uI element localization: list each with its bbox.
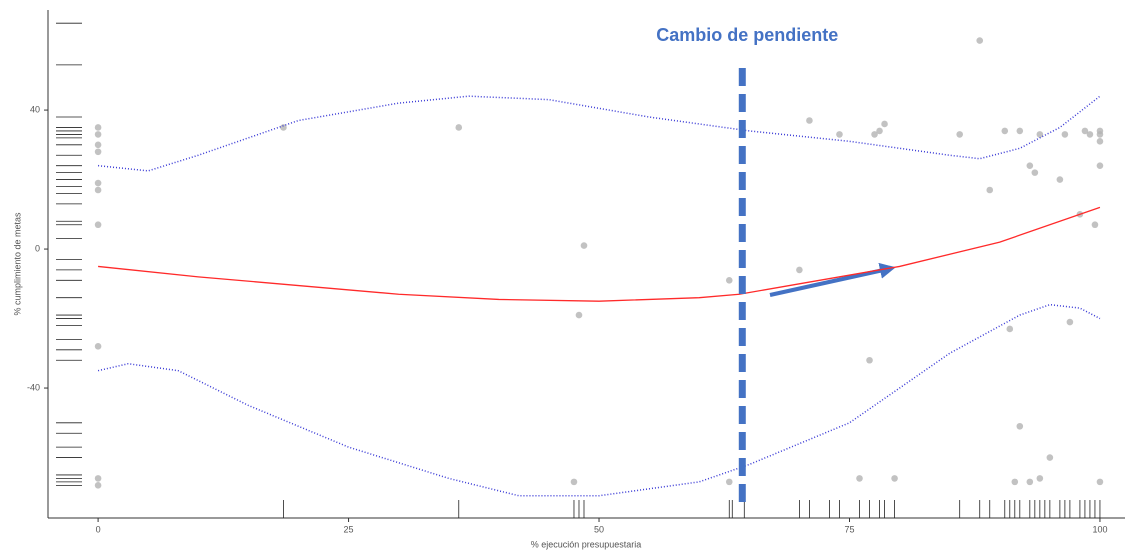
point — [986, 186, 994, 194]
y-tick-label: 40 — [30, 104, 40, 114]
y-tick-label: 0 — [35, 243, 40, 253]
point — [1031, 169, 1039, 176]
x-tick-label: 0 — [96, 524, 101, 534]
point — [1066, 318, 1074, 326]
point — [94, 343, 102, 350]
point — [94, 482, 102, 489]
point — [1036, 131, 1044, 138]
point — [1036, 475, 1044, 482]
point — [580, 242, 588, 249]
point — [1096, 162, 1104, 169]
fit-line — [98, 206, 1101, 302]
point — [796, 266, 803, 274]
point — [1046, 454, 1054, 461]
y-tick-label: -40 — [27, 382, 40, 392]
point — [1096, 478, 1104, 486]
point — [94, 475, 102, 482]
point — [1061, 131, 1069, 138]
point — [866, 356, 873, 364]
x-tick-label: 75 — [844, 524, 854, 534]
point — [1056, 176, 1064, 183]
ci-upper — [98, 95, 1101, 172]
point — [94, 179, 102, 187]
x-tick-label: 100 — [1092, 524, 1107, 534]
point — [1026, 478, 1034, 486]
point — [1016, 422, 1024, 430]
point — [1096, 131, 1104, 138]
point — [871, 131, 878, 138]
x-tick-label: 50 — [594, 524, 604, 534]
point — [94, 131, 102, 138]
point — [94, 124, 102, 131]
point — [1091, 221, 1099, 229]
y-axis-label: % cumplimiento de metas — [12, 212, 22, 316]
point — [806, 117, 813, 124]
point — [976, 37, 984, 44]
annotation-text: Cambio de pendiente — [656, 25, 838, 45]
point — [856, 475, 863, 482]
point — [725, 277, 733, 284]
arrow — [769, 262, 896, 297]
point — [836, 131, 843, 138]
point — [1001, 127, 1009, 135]
point — [891, 475, 898, 482]
point — [1006, 325, 1014, 333]
point — [881, 120, 888, 128]
point — [1011, 478, 1019, 486]
point — [876, 127, 883, 135]
point — [1096, 138, 1104, 145]
x-axis-label: % ejecución presupuestaria — [531, 539, 642, 549]
point — [1081, 127, 1089, 135]
point — [575, 311, 583, 319]
ci-lower — [97, 303, 1101, 497]
point — [94, 148, 102, 156]
point — [725, 478, 733, 486]
point — [1026, 162, 1034, 169]
point — [94, 186, 102, 194]
point — [1016, 127, 1024, 135]
x-tick-label: 25 — [344, 524, 354, 534]
point — [455, 124, 463, 131]
point — [1086, 131, 1094, 138]
point — [94, 221, 102, 229]
point — [280, 124, 287, 131]
point — [570, 478, 578, 486]
point — [94, 141, 102, 149]
point — [956, 131, 963, 138]
